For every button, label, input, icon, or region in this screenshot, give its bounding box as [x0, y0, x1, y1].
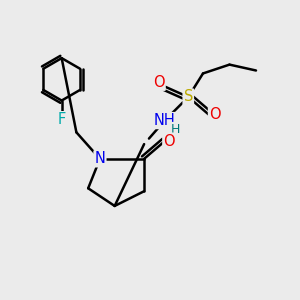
Text: O: O [209, 107, 220, 122]
Text: N: N [94, 151, 105, 166]
Text: F: F [58, 112, 66, 127]
Text: S: S [184, 89, 193, 104]
Text: O: O [153, 75, 165, 90]
Text: H: H [170, 123, 180, 136]
Text: NH: NH [154, 113, 176, 128]
Text: O: O [163, 134, 175, 149]
